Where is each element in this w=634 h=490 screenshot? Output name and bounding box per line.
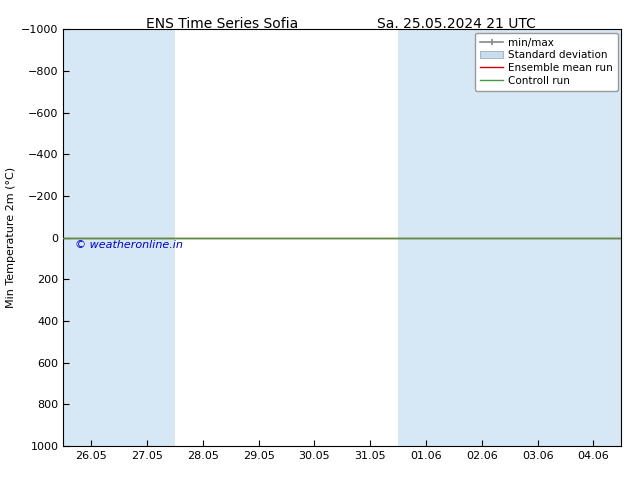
Text: © weatheronline.in: © weatheronline.in xyxy=(75,240,183,250)
Bar xyxy=(63,29,175,446)
Bar xyxy=(510,29,621,446)
Text: ENS Time Series Sofia: ENS Time Series Sofia xyxy=(146,17,298,31)
Bar xyxy=(398,29,510,446)
Legend: min/max, Standard deviation, Ensemble mean run, Controll run: min/max, Standard deviation, Ensemble me… xyxy=(475,32,618,91)
Text: Sa. 25.05.2024 21 UTC: Sa. 25.05.2024 21 UTC xyxy=(377,17,536,31)
Y-axis label: Min Temperature 2m (°C): Min Temperature 2m (°C) xyxy=(6,167,16,308)
